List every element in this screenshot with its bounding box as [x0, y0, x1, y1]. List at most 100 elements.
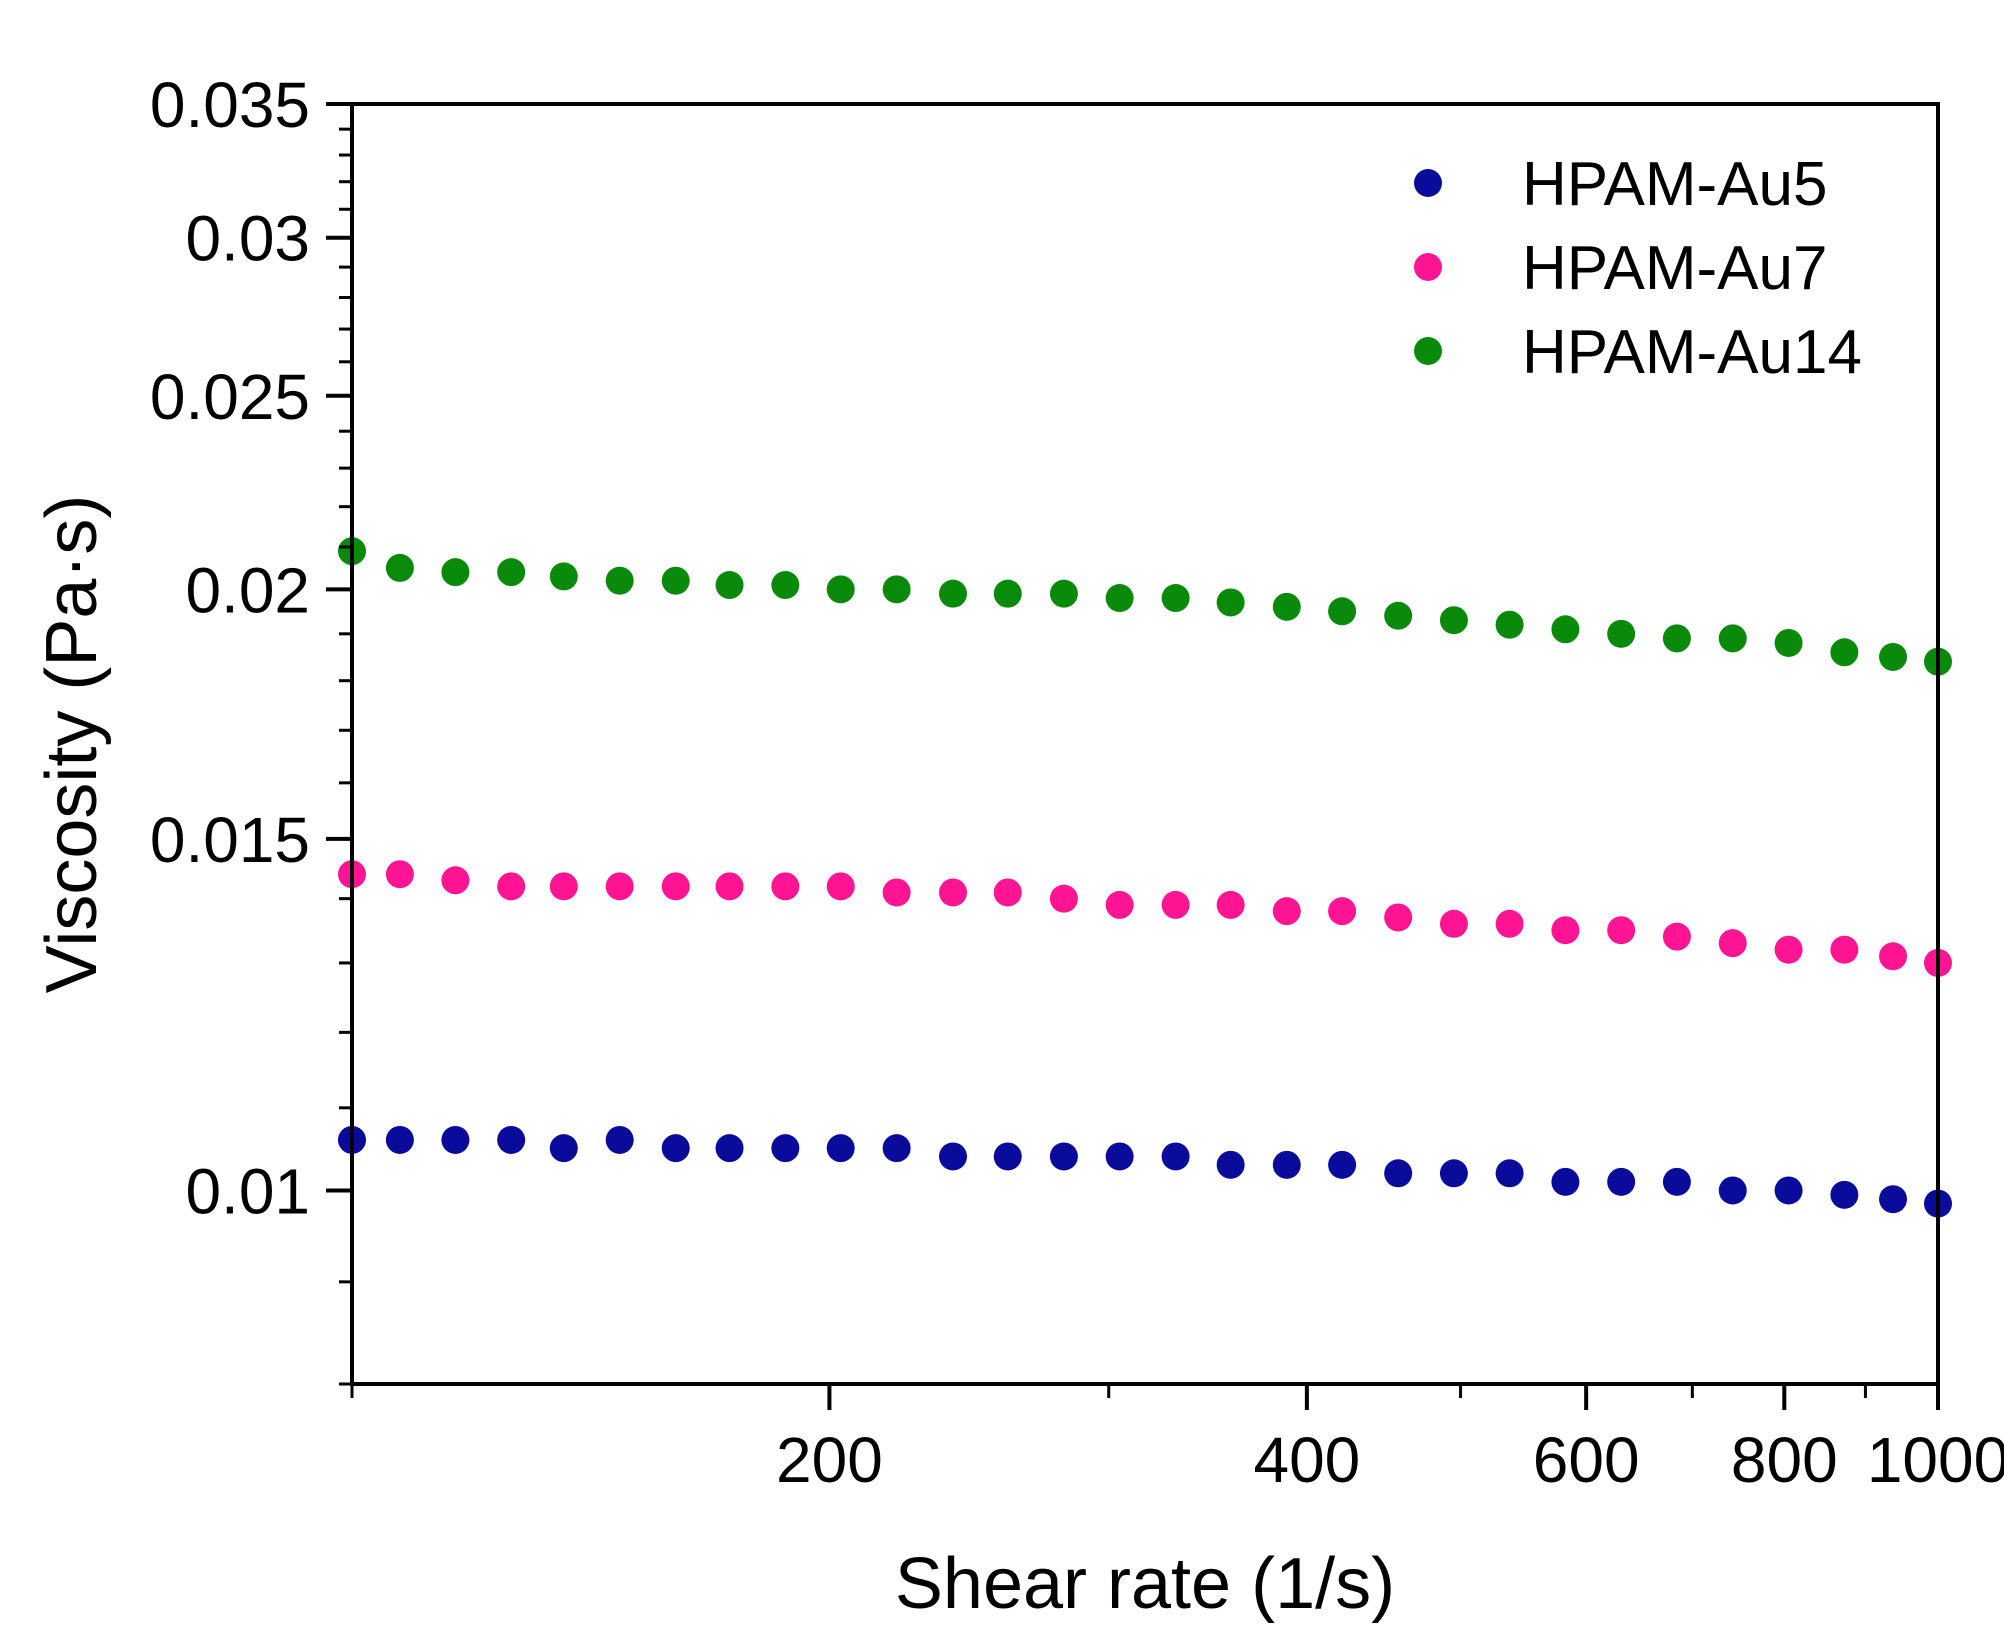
data-point-hpam-au7: [1272, 897, 1301, 926]
data-point-hpam-au14: [1049, 579, 1078, 608]
y-tick-label: 0.02: [185, 554, 310, 626]
data-point-hpam-au5: [1384, 1159, 1413, 1188]
data-point-hpam-au5: [605, 1125, 634, 1154]
data-point-hpam-au7: [1216, 890, 1245, 919]
data-point-hpam-au14: [661, 566, 690, 595]
data-point-hpam-au7: [549, 872, 578, 901]
data-point-hpam-au7: [1161, 890, 1190, 919]
data-point-hpam-au5: [826, 1134, 855, 1163]
legend-marker-hpam-au5: [1414, 169, 1442, 197]
y-tick-label: 0.025: [150, 361, 310, 433]
data-point-hpam-au5: [661, 1134, 690, 1163]
data-point-hpam-au5: [385, 1125, 414, 1154]
data-point-hpam-au7: [939, 878, 968, 907]
data-point-hpam-au5: [1830, 1180, 1859, 1209]
data-point-hpam-au7: [1328, 897, 1357, 926]
data-point-hpam-au7: [1439, 909, 1468, 938]
data-point-hpam-au7: [1662, 922, 1691, 951]
x-tick-label: 800: [1731, 1424, 1838, 1496]
data-point-hpam-au14: [1607, 619, 1636, 648]
data-point-hpam-au7: [661, 872, 690, 901]
data-point-hpam-au7: [605, 872, 634, 901]
y-tick-label: 0.035: [150, 69, 310, 141]
data-point-hpam-au14: [1830, 638, 1859, 667]
y-tick-label: 0.03: [185, 203, 310, 275]
data-point-hpam-au14: [1328, 597, 1357, 626]
data-point-hpam-au7: [1718, 929, 1747, 958]
data-point-hpam-au14: [1495, 610, 1524, 639]
data-point-hpam-au5: [1272, 1150, 1301, 1179]
data-point-hpam-au14: [1879, 642, 1908, 671]
data-point-hpam-au14: [549, 562, 578, 591]
axes: 0.01 0.015 0.02 0.025 0.03 0.035 200 400 600 800 1…: [150, 69, 2004, 1496]
data-point-hpam-au5: [1551, 1167, 1580, 1196]
data-point-hpam-au7: [1607, 916, 1636, 945]
data-point-hpam-au14: [1718, 624, 1747, 653]
data-point-hpam-au5: [1105, 1142, 1134, 1171]
data-point-hpam-au14: [826, 575, 855, 604]
data-point-hpam-au14: [1105, 584, 1134, 613]
data-point-hpam-au14: [1774, 628, 1803, 657]
y-axis-title: Viscosity (Pa·s): [32, 495, 112, 994]
data-point-hpam-au14: [1551, 615, 1580, 644]
data-point-hpam-au7: [715, 872, 744, 901]
plot-frame: [350, 102, 1940, 1386]
data-point-hpam-au14: [993, 579, 1022, 608]
data-point-hpam-au7: [771, 872, 800, 901]
data-point-hpam-au5: [715, 1134, 744, 1163]
data-point-hpam-au14: [771, 571, 800, 600]
data-point-hpam-au14: [1662, 624, 1691, 653]
x-tick-label: 200: [776, 1424, 883, 1496]
data-point-hpam-au7: [1774, 935, 1803, 964]
data-point-hpam-au5: [1216, 1150, 1245, 1179]
data-point-hpam-au5: [1161, 1142, 1190, 1171]
legend-label-hpam-au7: HPAM-Au7: [1522, 234, 1828, 303]
data-point-hpam-au5: [1662, 1167, 1691, 1196]
data-point-hpam-au5: [882, 1134, 911, 1163]
x-tick-label: 600: [1533, 1424, 1640, 1496]
data-point-hpam-au14: [385, 553, 414, 582]
data-point-hpam-au14: [1384, 601, 1413, 630]
data-point-hpam-au7: [1830, 935, 1859, 964]
data-point-hpam-au5: [1049, 1142, 1078, 1171]
data-point-hpam-au14: [882, 575, 911, 604]
data-point-hpam-au14: [939, 579, 968, 608]
data-point-hpam-au7: [993, 878, 1022, 907]
data-points: [338, 537, 1952, 1218]
data-point-hpam-au5: [1439, 1159, 1468, 1188]
y-tick-label: 0.01: [185, 1155, 310, 1227]
data-point-hpam-au7: [441, 866, 470, 895]
data-point-hpam-au5: [993, 1142, 1022, 1171]
data-point-hpam-au7: [497, 872, 526, 901]
data-point-hpam-au5: [441, 1125, 470, 1154]
data-point-hpam-au7: [1105, 890, 1134, 919]
data-point-hpam-au7: [1495, 909, 1524, 938]
data-point-hpam-au5: [939, 1142, 968, 1171]
data-point-hpam-au5: [1718, 1176, 1747, 1205]
legend-label-hpam-au14: HPAM-Au14: [1522, 318, 1862, 387]
data-point-hpam-au14: [497, 558, 526, 587]
data-point-hpam-au14: [1216, 588, 1245, 617]
data-point-hpam-au14: [441, 558, 470, 587]
legend-label-hpam-au5: HPAM-Au5: [1522, 150, 1828, 219]
x-tick-label: 400: [1253, 1424, 1360, 1496]
data-point-hpam-au5: [771, 1134, 800, 1163]
data-point-hpam-au14: [605, 566, 634, 595]
data-point-hpam-au14: [715, 571, 744, 600]
data-point-hpam-au14: [1439, 606, 1468, 635]
y-tick-label: 0.015: [150, 804, 310, 876]
data-point-hpam-au7: [826, 872, 855, 901]
data-point-hpam-au5: [1495, 1159, 1524, 1188]
data-point-hpam-au7: [1879, 942, 1908, 971]
legend-marker-hpam-au7: [1414, 253, 1442, 281]
data-point-hpam-au7: [1384, 903, 1413, 932]
data-point-hpam-au5: [497, 1125, 526, 1154]
data-point-hpam-au5: [1879, 1185, 1908, 1214]
data-point-hpam-au5: [1328, 1150, 1357, 1179]
data-point-hpam-au14: [1161, 584, 1190, 613]
data-point-hpam-au5: [1607, 1167, 1636, 1196]
data-point-hpam-au14: [1272, 592, 1301, 621]
legend-marker-hpam-au14: [1414, 337, 1442, 365]
data-point-hpam-au7: [1049, 884, 1078, 913]
